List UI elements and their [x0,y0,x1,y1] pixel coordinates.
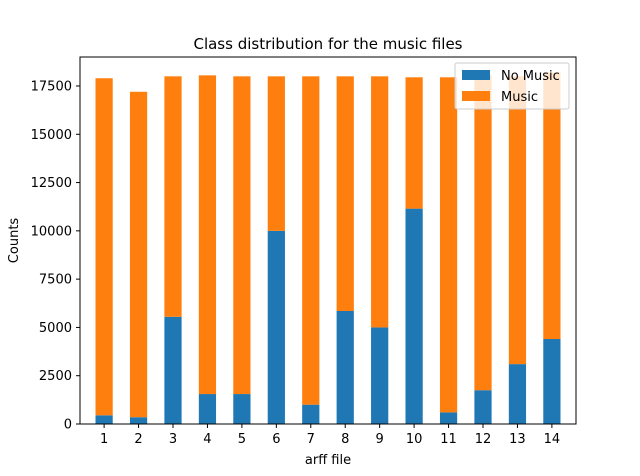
x-axis: 1 2 3 4 5 6 7 8 9 10 11 12 13 14 [100,424,560,447]
x-tick-label: 10 [406,432,423,447]
bar-no-music-11 [439,412,458,424]
x-tick-label: 6 [272,432,280,447]
x-tick-label: 7 [307,432,315,447]
bar-music-6 [267,76,285,231]
y-tick-label: 12500 [31,176,72,191]
x-tick-label: 12 [475,432,492,447]
bar-no-music-13 [508,364,527,424]
y-tick-label: 0 [64,418,72,433]
bar-no-music-5 [233,394,251,424]
bar-no-music-6 [267,230,285,424]
y-tick-label: 15000 [31,128,72,143]
bar-music-14 [543,72,561,340]
bar-no-music-2 [129,417,148,424]
y-tick-label: 2500 [39,369,72,384]
x-tick-label: 2 [134,432,142,447]
bars [95,72,561,424]
bar-no-music-12 [474,390,492,424]
x-tick-label: 8 [341,432,349,447]
y-axis-title: Counts [7,218,22,264]
x-axis-title: arff file [305,453,351,468]
legend-swatch-no-music [462,70,490,80]
bar-no-music-4 [198,394,217,424]
y-tick-label: 5000 [39,321,72,336]
x-tick-label: 14 [544,432,561,447]
x-tick-label: 13 [509,432,526,447]
bar-music-8 [336,76,354,312]
bar-music-12 [474,75,492,391]
bar-music-9 [371,76,389,328]
bar-music-11 [439,77,458,413]
bar-no-music-7 [302,404,320,424]
legend-label-music: Music [501,90,538,105]
x-tick-label: 9 [376,432,384,447]
y-axis: 0 2500 5000 7500 10000 12500 15000 17500 [31,79,80,433]
y-tick-label: 7500 [39,273,72,288]
bar-music-1 [95,78,113,416]
legend-label-no-music: No Music [501,69,560,84]
chart-title: Class distribution for the music files [193,35,462,53]
bar-music-2 [129,91,148,418]
x-tick-label: 11 [440,432,457,447]
bar-music-7 [302,76,320,405]
bar-music-3 [164,76,182,317]
bar-music-4 [198,75,217,395]
bar-no-music-9 [371,327,389,424]
y-tick-label: 17500 [31,79,72,94]
x-tick-label: 1 [100,432,108,447]
x-tick-label: 3 [169,432,177,447]
bar-no-music-14 [543,339,561,424]
bar-music-13 [508,76,527,365]
legend-swatch-music [462,91,490,101]
y-tick-label: 10000 [31,224,72,239]
bar-no-music-10 [405,208,423,424]
legend: No Music Music [454,62,570,110]
bar-no-music-8 [336,311,354,424]
x-tick-label: 4 [203,432,211,447]
bar-no-music-3 [164,316,182,424]
x-tick-label: 5 [238,432,246,447]
plot-frame [79,56,577,425]
bar-no-music-1 [95,415,113,424]
bar-music-5 [233,76,251,395]
bar-music-10 [405,77,423,209]
